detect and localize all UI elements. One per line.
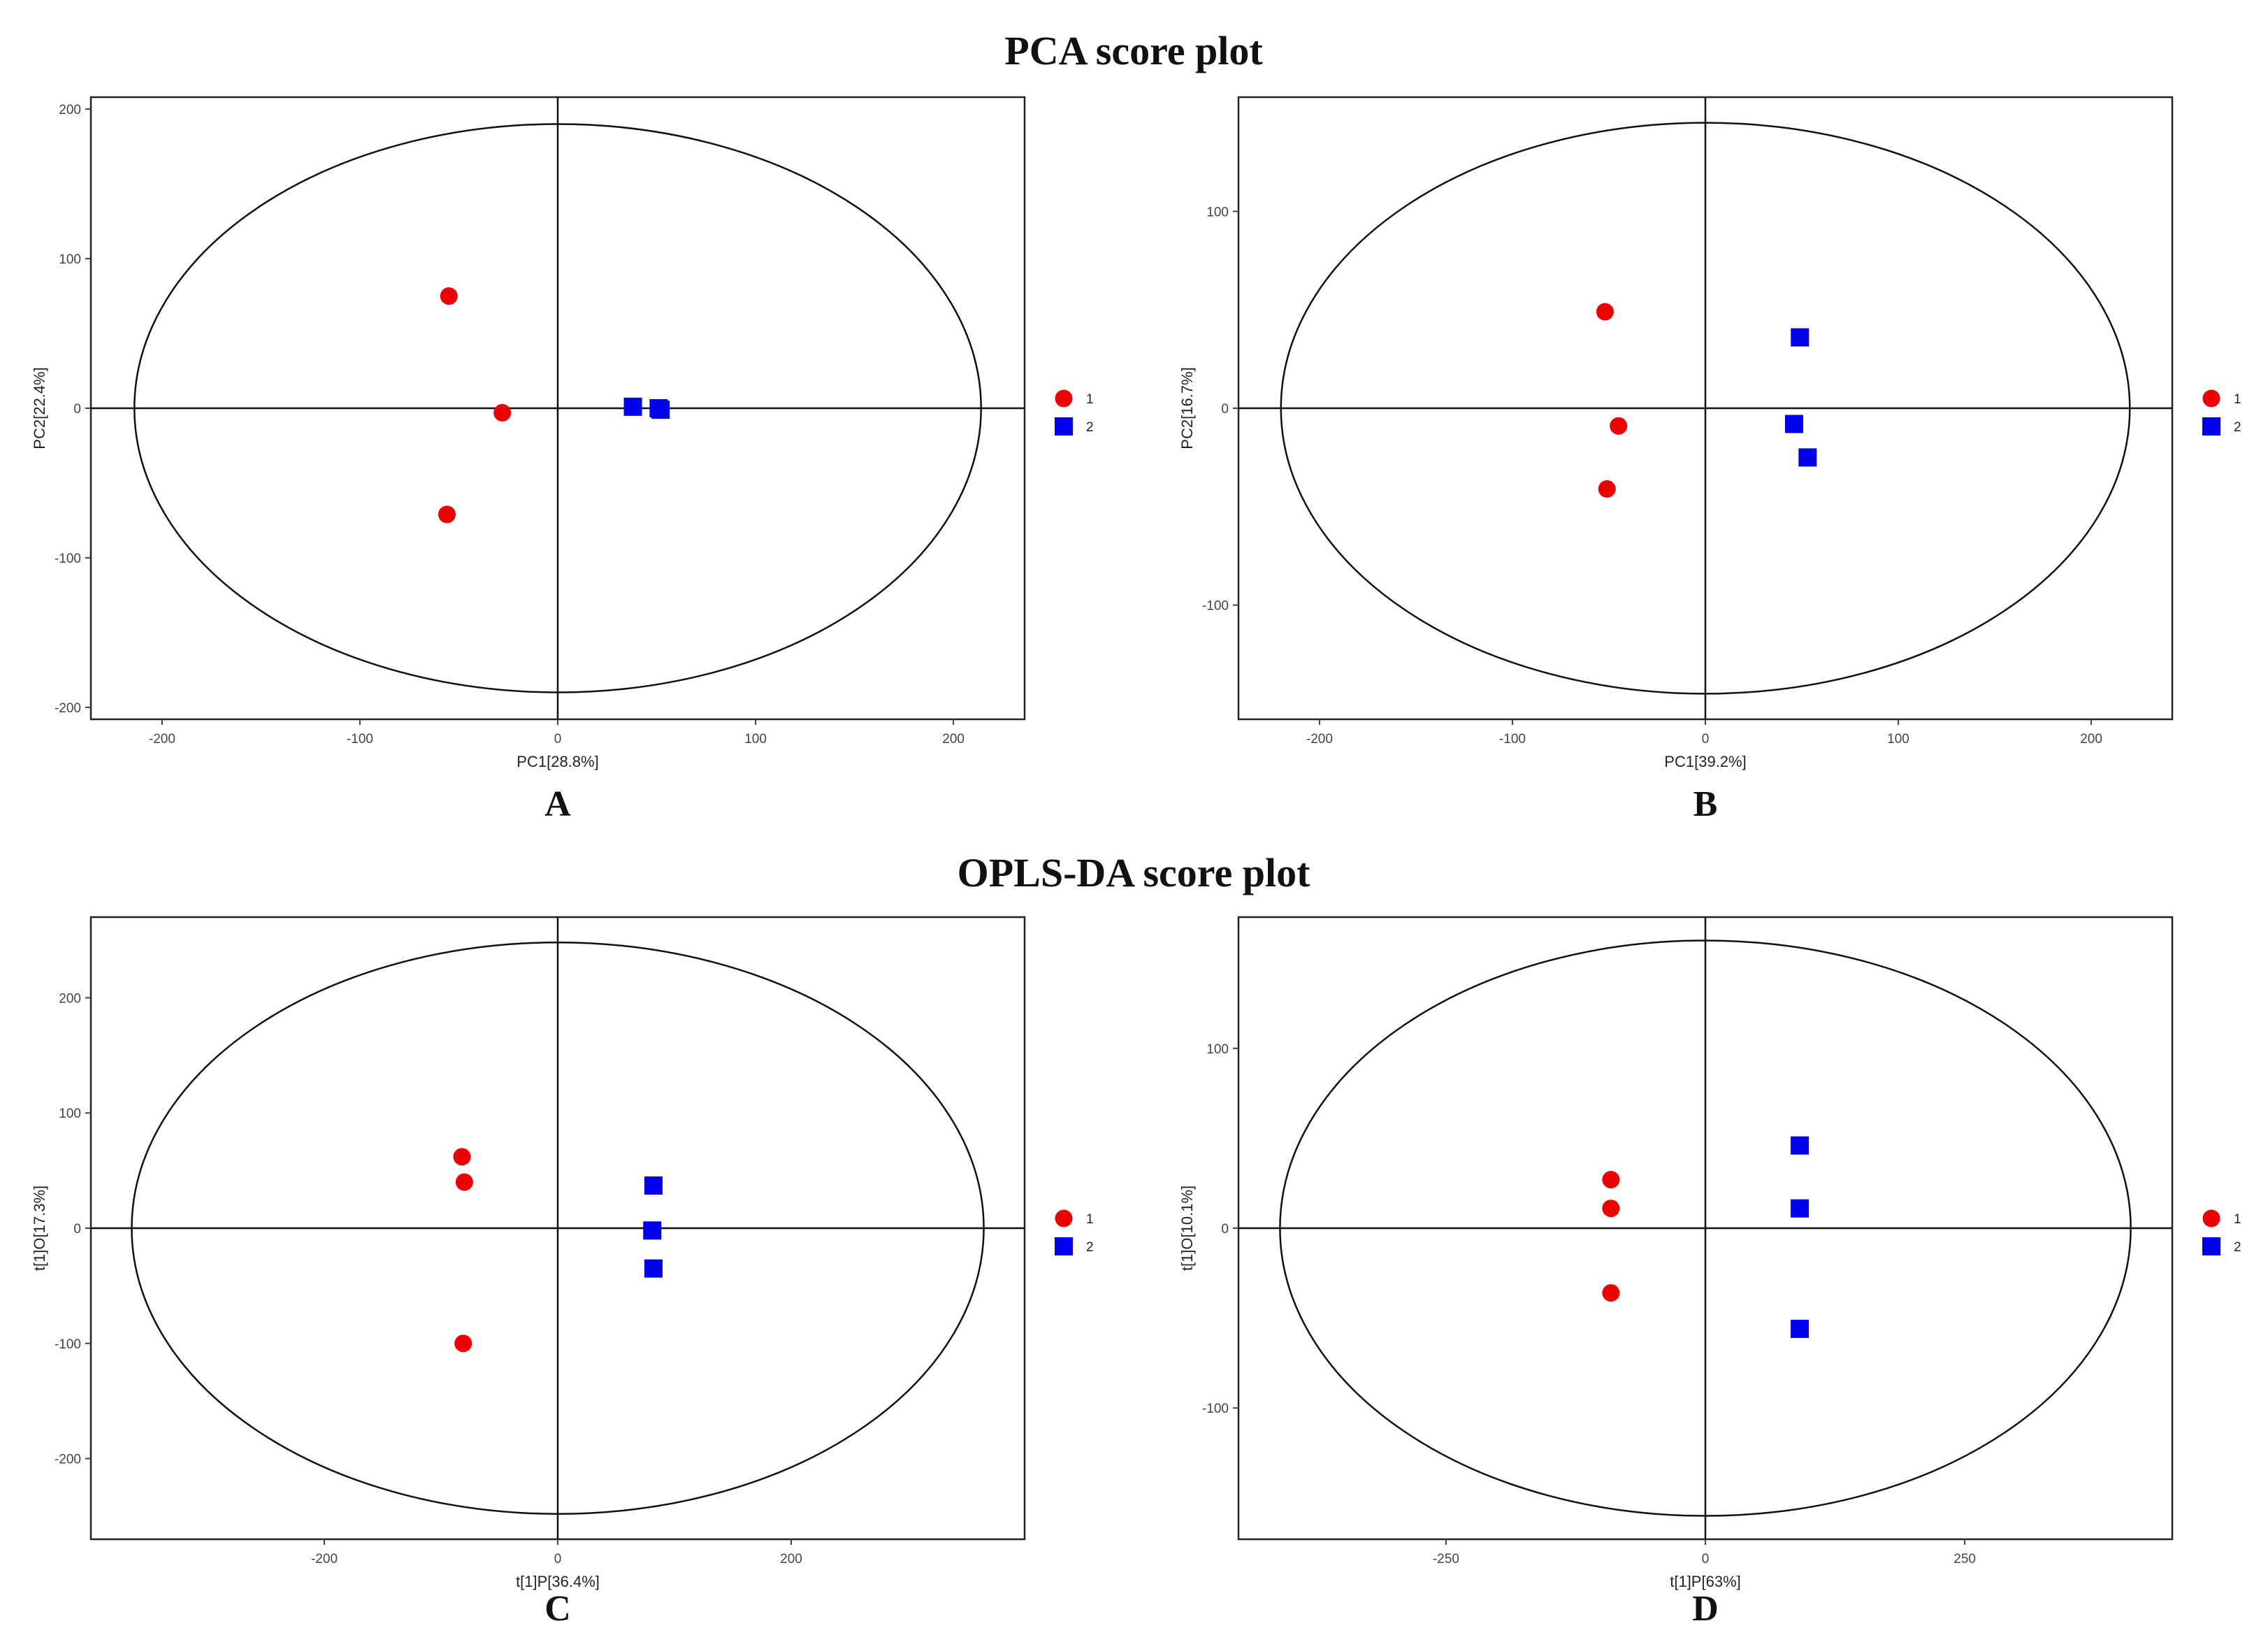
oplsda-section-title: OPLS-DA score plot	[958, 850, 1310, 895]
legend-label-group-2: 2	[1086, 420, 1094, 435]
hotelling-ellipse	[1280, 122, 2131, 695]
x-tick-label: 0	[1702, 732, 1710, 747]
hotelling-ellipse	[1279, 939, 2132, 1517]
panel-letter-c: C	[544, 1589, 571, 1629]
data-point-group-2	[1791, 328, 1810, 347]
legend-label-group-1: 1	[2234, 1212, 2241, 1227]
y-tick-label: 0	[73, 1222, 81, 1237]
data-point-group-2	[1791, 1199, 1810, 1218]
panel-letter-a: A	[544, 784, 571, 824]
legend-marker-group-2	[2202, 417, 2220, 435]
x-axis-label: PC1[28.8%]	[517, 753, 598, 770]
y-tick-label: 100	[59, 252, 81, 267]
legend-label-group-1: 1	[1086, 392, 1094, 407]
x-tick-label: 200	[942, 732, 965, 747]
hotelling-ellipse	[133, 123, 982, 693]
x-tick-label: 200	[2080, 732, 2102, 747]
data-point-group-1	[438, 505, 456, 524]
pca-section-title: PCA score plot	[1004, 28, 1263, 73]
x-tick-label: -100	[1499, 732, 1526, 747]
panel-letter-b: B	[1693, 784, 1718, 824]
y-axis-label: t[1]O[10.1%]	[1178, 1186, 1196, 1271]
y-axis-label: t[1]O[17.3%]	[31, 1186, 48, 1271]
data-point-group-1	[493, 403, 512, 422]
legend-label-group-1: 1	[1086, 1212, 1094, 1227]
panel-c: -200 0 200 -200 -100 0 100 200 t[1]P[36.4%] t[1]O…	[31, 916, 1094, 1629]
legend-label-group-1: 1	[2234, 392, 2241, 407]
data-point-group-2	[1791, 1320, 1810, 1339]
y-tick-label: 0	[1221, 402, 1229, 417]
x-tick-label: 200	[780, 1552, 802, 1567]
x-tick-label: -200	[311, 1552, 338, 1567]
data-point-group-2	[644, 1176, 663, 1195]
score-plot-panels: -200 -100 0 100 200-200-1000100200PC1[28.8%]…	[31, 96, 2241, 1629]
data-point-group-1	[440, 287, 458, 305]
x-axis-label: PC1[39.2%]	[1664, 753, 1746, 770]
panel-b: -200 -100 0 100 200 -100 0 100 PC1[39.2%] PC2[16.…	[1178, 96, 2241, 824]
y-tick-label: 100	[1206, 1042, 1229, 1057]
x-tick-label: -250	[1433, 1552, 1459, 1567]
y-tick-label: 200	[59, 103, 81, 117]
legend-marker-group-1	[2202, 1209, 2220, 1227]
y-tick-label: -200	[55, 701, 81, 716]
y-tick-label: 0	[1221, 1222, 1229, 1237]
x-axis-label: t[1]P[63%]	[1670, 1573, 1741, 1590]
x-tick-label: 100	[1887, 732, 1909, 747]
panel-letter-d: D	[1692, 1589, 1719, 1629]
x-tick-label: 100	[744, 732, 767, 747]
data-point-group-1	[454, 1334, 472, 1353]
x-tick-label: 250	[1953, 1552, 1976, 1567]
panel-a: -200 -100 0 100 200 -200 -100 0 100 200 PC1[28.8%]…	[31, 96, 1094, 824]
legend-label-group-2: 2	[2234, 420, 2241, 435]
y-axis-label: PC2[16.7%]	[1178, 367, 1196, 449]
y-tick-label: 200	[59, 991, 81, 1006]
x-tick-label: 0	[554, 732, 562, 747]
y-tick-label: -100	[55, 1337, 81, 1352]
y-tick-label: 0	[73, 402, 81, 417]
x-tick-label: 0	[1702, 1552, 1710, 1567]
y-tick-label: 100	[59, 1107, 81, 1121]
x-tick-label: -200	[149, 732, 175, 747]
x-tick-label: 0	[554, 1552, 562, 1567]
legend-label-group-2: 2	[1086, 1240, 1094, 1255]
data-point-group-1	[1602, 1284, 1620, 1302]
legend-marker-group-1	[2202, 389, 2220, 408]
legend-label-group-2: 2	[2234, 1240, 2241, 1255]
data-point-group-1	[1610, 417, 1628, 435]
data-point-group-2	[1791, 1136, 1810, 1155]
data-point-group-1	[1596, 303, 1614, 321]
legend-marker-group-2	[2202, 1237, 2220, 1255]
y-tick-label: -100	[55, 552, 81, 566]
y-tick-label: -100	[1202, 1402, 1229, 1416]
panel-d: -250 0 250 -100 0 100 t[1]P[63%] t[1]O[10.1%] 1 2…	[1178, 916, 2241, 1629]
x-tick-label: -200	[1306, 732, 1333, 747]
hotelling-ellipse	[131, 942, 985, 1515]
legend-marker-group-2	[1055, 417, 1073, 435]
legend-marker-group-1	[1055, 1209, 1073, 1227]
data-point-group-2	[651, 401, 670, 419]
data-point-group-1	[1602, 1171, 1620, 1189]
legend-marker-group-1	[1055, 389, 1073, 408]
y-tick-label: -200	[55, 1453, 81, 1467]
data-point-group-1	[1602, 1200, 1620, 1218]
x-axis-label: t[1]P[36.4%]	[516, 1573, 600, 1590]
data-point-group-2	[1784, 415, 1803, 433]
data-point-group-2	[1798, 448, 1817, 467]
data-point-group-2	[643, 1221, 662, 1240]
y-tick-label: -100	[1202, 599, 1229, 614]
data-point-group-1	[1598, 480, 1616, 498]
data-point-group-2	[623, 397, 642, 416]
x-tick-label: -100	[347, 732, 373, 747]
data-point-group-1	[453, 1148, 471, 1166]
data-point-group-2	[644, 1259, 663, 1278]
y-tick-label: 100	[1206, 205, 1229, 219]
y-axis-label: PC2[22.4%]	[31, 367, 48, 449]
data-point-group-1	[455, 1173, 473, 1191]
legend-marker-group-2	[1055, 1237, 1073, 1255]
